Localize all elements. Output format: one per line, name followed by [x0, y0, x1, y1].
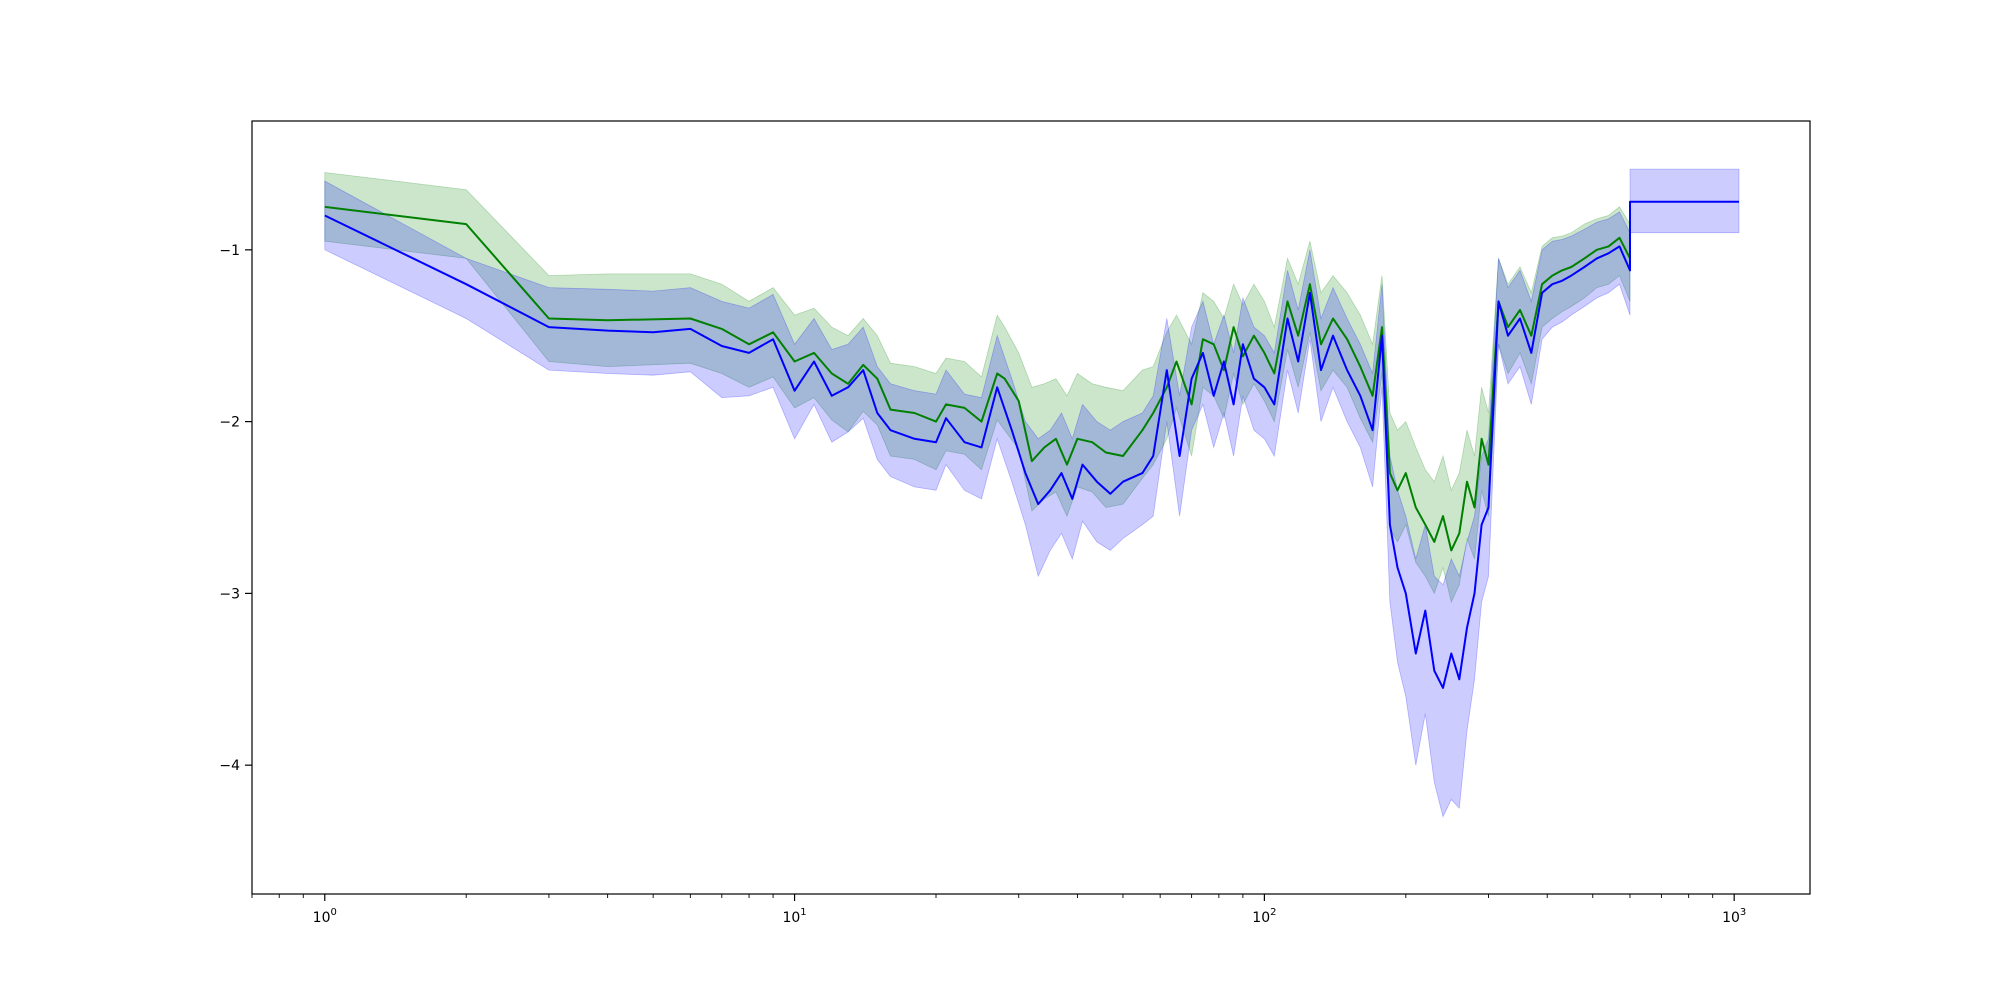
y-tick-label: −1	[219, 243, 240, 259]
series-1-line	[324, 205, 1631, 552]
series-lines	[324, 200, 1739, 689]
x-tick-label: 101	[782, 907, 806, 926]
x-tick-label: 103	[1722, 907, 1746, 926]
y-tick-label: −2	[219, 415, 240, 431]
x-tick-label: 102	[1252, 907, 1276, 926]
plot-frame	[251, 120, 1811, 895]
series-2-line	[324, 200, 1739, 689]
y-tick-label: −3	[219, 586, 240, 602]
y-tick-label: −4	[219, 758, 240, 774]
confidence-bands	[324, 168, 1740, 818]
series-1-band	[324, 172, 1631, 604]
x-tick-label: 100	[313, 907, 337, 926]
y-axis: −1 −2 −3 −4	[219, 243, 252, 774]
x-axis: 100 101 102 103	[251, 894, 1746, 926]
